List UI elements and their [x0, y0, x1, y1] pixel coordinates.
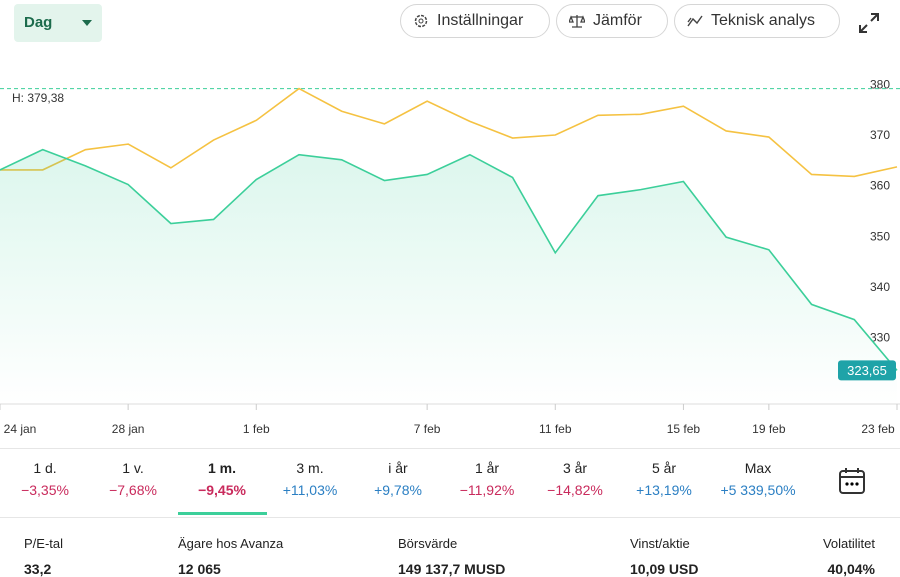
period-option[interactable]: 1 v. −7,68%: [83, 460, 183, 498]
x-tick-label: 24 jan: [4, 422, 37, 436]
label: Teknisk analys: [711, 12, 816, 29]
expand-icon[interactable]: [858, 12, 880, 34]
stat-label: Volatilitet: [822, 536, 875, 551]
stat: Volatilitet 40,04%: [823, 536, 875, 577]
period-change: −7,68%: [109, 482, 157, 498]
line: [0, 87, 898, 178]
area: [0, 149, 897, 404]
period-change: +9,78%: [374, 482, 422, 498]
calendar-icon[interactable]: [838, 467, 866, 495]
stat: Ägare hos Avanza 12 065: [178, 536, 283, 577]
period-option[interactable]: 1 d. −3,35%: [0, 460, 95, 498]
stat-value: 33,2: [24, 561, 52, 577]
y-tick-label: 340: [870, 280, 890, 294]
stat-value: 12 065: [178, 561, 221, 577]
x-tick-label: 1 feb: [243, 422, 270, 436]
period-change: +13,19%: [636, 482, 692, 498]
selected-underline: [178, 512, 267, 515]
x-tick-label: 7 feb: [414, 422, 441, 436]
stat-value: 40,04%: [827, 561, 875, 577]
period-change: −9,45%: [198, 482, 246, 498]
stat: Börsvärde 149 137,7 MUSD: [398, 536, 505, 577]
period-label: 3 m.: [296, 460, 324, 476]
x-tick-label: 19 feb: [752, 422, 786, 436]
icon: [569, 15, 585, 28]
interval-select[interactable]: Dag: [14, 4, 102, 42]
stat: P/E-tal 33,2: [24, 536, 63, 577]
icon: [414, 14, 428, 28]
period-label: i år: [388, 460, 408, 476]
period-label: 5 år: [651, 460, 677, 476]
period-change: −14,82%: [547, 482, 603, 498]
y-tick-label: 380: [870, 78, 890, 92]
period-change: +5 339,50%: [720, 482, 796, 498]
y-tick-label: 330: [870, 330, 890, 344]
period-change: −3,35%: [21, 482, 69, 498]
caret: [82, 20, 92, 26]
stat-value: 149 137,7 MUSD: [398, 561, 506, 577]
interval-text: Dag: [24, 14, 53, 31]
settings-button[interactable]: Inställningar: [400, 4, 550, 38]
y-tick-label: 350: [870, 229, 890, 243]
x-tick-label: 15 feb: [667, 422, 701, 436]
period-option[interactable]: 1 m. −9,45%: [172, 460, 272, 498]
stat: Vinst/aktie 10,09 USD: [630, 536, 698, 577]
analysis-button[interactable]: Teknisk analys: [674, 4, 840, 38]
divider: [0, 517, 900, 518]
label: Jämför: [593, 12, 642, 29]
stat-label: P/E-tal: [24, 536, 64, 551]
chart: 330 340 350 360 370 380 24 jan 28 jan 1 feb 7 feb…: [0, 78, 900, 436]
value-label: 323,65: [847, 363, 887, 378]
period-label: 1 år: [474, 460, 500, 476]
period-option[interactable]: i år +9,78%: [348, 460, 448, 498]
y-tick-label: 370: [870, 128, 890, 142]
x-tick-label: 11 feb: [539, 422, 572, 436]
stat-label: Vinst/aktie: [630, 536, 690, 551]
x-tick-label: 23 feb: [861, 422, 895, 436]
period-label: 1 d.: [33, 460, 57, 476]
period-option[interactable]: 5 år +13,19%: [614, 460, 714, 498]
stat-value: 10,09 USD: [630, 561, 699, 577]
line: [0, 148, 898, 371]
period-option[interactable]: Max +5 339,50%: [708, 460, 808, 498]
stat-label: Ägare hos Avanza: [178, 536, 284, 551]
period-option[interactable]: 1 år −11,92%: [437, 460, 537, 498]
compare-button[interactable]: Jämför: [556, 4, 668, 38]
period-label: 1 m.: [207, 460, 236, 476]
stat-label: Börsvärde: [398, 536, 458, 551]
x-tick-label: 28 jan: [112, 422, 145, 436]
period-change: +11,03%: [282, 482, 338, 498]
high-label: H: 379,38: [12, 91, 64, 105]
period-option[interactable]: 3 år −14,82%: [525, 460, 625, 498]
icon: [687, 15, 703, 27]
period-label: 3 år: [562, 460, 588, 476]
period-label: 1 v.: [122, 460, 144, 476]
y-tick-label: 360: [870, 179, 890, 193]
period-label: Max: [744, 460, 772, 476]
period-change: −11,92%: [459, 482, 515, 498]
divider: [0, 448, 900, 449]
value-badge: [838, 360, 896, 381]
period-option[interactable]: 3 m. +11,03%: [260, 460, 360, 498]
label: Inställningar: [437, 12, 524, 29]
